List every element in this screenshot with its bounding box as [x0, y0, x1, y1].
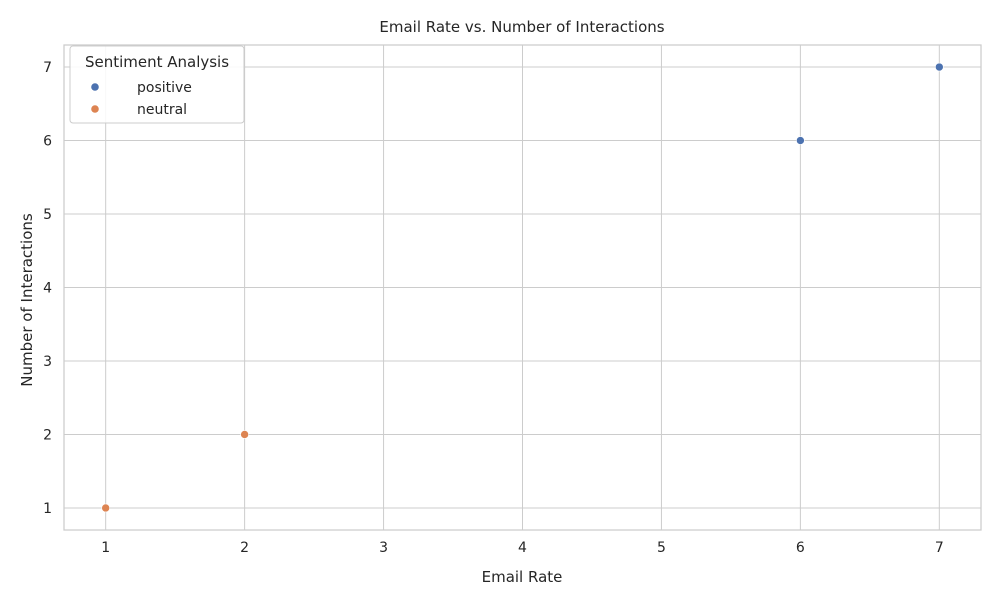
data-point-neutral — [101, 503, 110, 513]
grid-lines — [64, 45, 981, 530]
x-tick-label: 6 — [796, 540, 805, 556]
y-tick-label: 2 — [43, 427, 52, 443]
data-point-neutral — [240, 430, 249, 439]
x-tick-label: 7 — [935, 540, 944, 556]
y-tick-label: 4 — [43, 281, 52, 297]
x-axis-ticks: 1 2 3 4 5 6 7 — [101, 540, 944, 556]
legend-label-neutral: neutral — [137, 102, 187, 118]
data-points — [101, 62, 944, 513]
y-tick-label: 3 — [43, 354, 52, 370]
data-point-positive — [796, 136, 805, 145]
x-tick-label: 5 — [657, 540, 666, 556]
chart-title: Email Rate vs. Number of Interactions — [379, 18, 664, 36]
y-axis-ticks: 1 2 3 4 5 6 7 — [43, 60, 52, 517]
x-axis-label: Email Rate — [482, 568, 563, 586]
legend-marker-neutral — [91, 105, 99, 113]
y-tick-label: 5 — [43, 207, 52, 223]
x-tick-label: 4 — [518, 540, 527, 556]
y-tick-label: 6 — [43, 134, 52, 150]
x-tick-label: 3 — [379, 540, 388, 556]
y-tick-label: 1 — [43, 501, 52, 517]
legend-title: Sentiment Analysis — [85, 53, 229, 71]
y-axis-label: Number of Interactions — [18, 213, 36, 387]
legend-items: positive neutral — [91, 80, 192, 118]
legend: Sentiment Analysis positive neutral — [69, 45, 245, 124]
legend-label-positive: positive — [137, 80, 192, 96]
legend-box — [69, 45, 245, 124]
data-point-positive — [935, 62, 944, 72]
plot-area-frame — [63, 44, 982, 531]
x-tick-label: 2 — [240, 540, 249, 556]
legend-marker-positive — [91, 83, 99, 91]
y-tick-label: 7 — [43, 60, 52, 76]
x-tick-label: 1 — [101, 540, 110, 556]
